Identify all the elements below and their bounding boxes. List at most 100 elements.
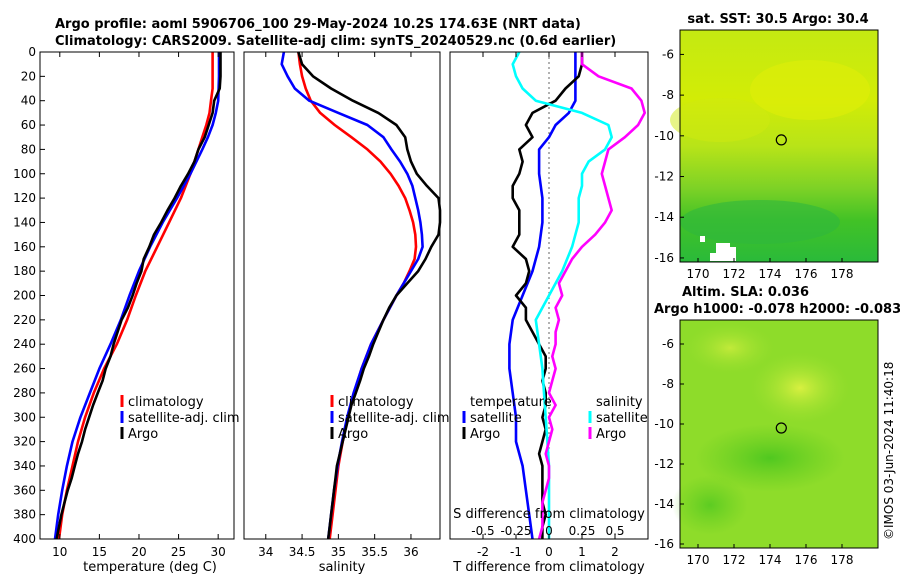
depth-tick-label: 360 (13, 483, 36, 497)
sla-latitude-ticks: -6 -8 -10 -12 -14 -16 (654, 337, 684, 551)
x-tick-label: -2 (477, 545, 489, 559)
x-tick-label: 20 (131, 545, 146, 559)
lon-tick-label: 176 (795, 553, 818, 567)
lat-tick-label: -12 (654, 457, 674, 471)
legend-satellite-clim: satellite-adj. clim (338, 411, 450, 426)
depth-tick-label: 120 (13, 191, 36, 205)
s-tick-label: -0.25 (500, 524, 531, 538)
depth-tick-label: 100 (13, 167, 36, 181)
legend-climatology: climatology (338, 395, 414, 410)
lat-tick-label: -16 (654, 251, 674, 265)
depth-tick-label: 40 (21, 94, 36, 108)
series-line-satellite-adj-clim (280, 51, 424, 540)
legend-climatology: climatology (128, 395, 204, 410)
x-tick-label: 35 (331, 545, 346, 559)
lat-tick-label: -16 (654, 537, 674, 551)
series-line-climatology (297, 51, 418, 540)
lon-tick-label: 178 (831, 267, 854, 281)
legend-s-argo: Argo (596, 427, 626, 442)
t-difference-xlabel: T difference from climatology (452, 560, 645, 575)
series-line-argo (55, 52, 222, 540)
x-tick-label: 34.5 (289, 545, 316, 559)
s-tick-label: -0.5 (471, 524, 494, 538)
salinity-panel: 34 34.5 35 35.5 36 salinity climatology sate… (243, 51, 450, 575)
title-line-2: Climatology: CARS2009. Satellite-adj cli… (55, 34, 616, 49)
temperature-xlabel: temperature (deg C) (83, 560, 217, 575)
lon-tick-label: 172 (723, 553, 746, 567)
argo-location-marker (775, 134, 787, 146)
depth-tick-label: 340 (13, 459, 36, 473)
sla-map-title: Altim. SLA: 0.036 (682, 285, 809, 300)
depth-tick-label: 300 (13, 410, 36, 424)
s-tick-label: 0.5 (605, 524, 624, 538)
depth-tick-label: 220 (13, 313, 36, 327)
lon-tick-label: 174 (759, 553, 782, 567)
sst-map-frame (679, 29, 879, 263)
x-tick-label: 2 (611, 545, 619, 559)
sla-map-frame (679, 319, 879, 549)
x-tick-label: 1 (578, 545, 586, 559)
x-tick-label: 0 (545, 545, 553, 559)
t-difference-ticks: -2 -1 0 1 2 (477, 52, 619, 559)
sla-high-patch (685, 322, 775, 374)
series-line-salinity-satellite (511, 51, 614, 539)
x-tick-label: -1 (510, 545, 522, 559)
legend-s-satellite: satellite (596, 411, 648, 426)
series-line-climatology (57, 52, 214, 540)
sla-map-subtitle: Argo h1000: -0.078 h2000: -0.083 (654, 302, 900, 317)
lon-tick-label: 178 (831, 553, 854, 567)
title-line-1: Argo profile: aoml 5906706_100 29-May-20… (55, 17, 581, 32)
temperature-ticks: 10 15 20 25 30 (52, 52, 226, 559)
legend-t-argo: Argo (470, 427, 500, 442)
sst-longitude-ticks: 170 172 174 176 178 (687, 258, 854, 281)
sst-map-title: sat. SST: 30.5 Argo: 30.4 (687, 12, 868, 27)
s-difference-ticks: -0.5 -0.25 0 0.25 0.5 (471, 524, 624, 538)
sst-missing-data (700, 236, 736, 261)
lat-tick-label: -14 (654, 210, 674, 224)
lat-tick-label: -10 (654, 417, 674, 431)
depth-tick-label: 180 (13, 264, 36, 278)
argo-location-marker (775, 422, 787, 434)
depth-tick-label: 260 (13, 362, 36, 376)
salinity-ticks: 34 34.5 35 35.5 36 (258, 52, 419, 559)
depth-ticks: 0 20 40 60 80 100 120 140 160 180 200 220 240 260 280 3… (13, 45, 45, 546)
lat-tick-label: -6 (662, 47, 674, 61)
difference-series (508, 51, 647, 540)
x-tick-label: 35.5 (361, 545, 388, 559)
series-line-argo (297, 51, 442, 540)
temperature-panel: 0 20 40 60 80 100 120 140 160 180 200 220 240 260 280 3… (13, 45, 240, 575)
lon-tick-label: 172 (723, 267, 746, 281)
lon-tick-label: 170 (687, 553, 710, 567)
sla-low-patch (672, 475, 748, 535)
difference-panel: -2 -1 0 1 2 T difference from climatology S … (449, 51, 649, 575)
lat-tick-label: -8 (662, 88, 674, 102)
salinity-frame (243, 51, 441, 540)
sst-warm-patch (670, 98, 770, 142)
depth-tick-label: 140 (13, 215, 36, 229)
sla-map: Altim. SLA: 0.036 Argo h1000: -0.078 h20… (654, 285, 900, 567)
x-tick-label: 10 (52, 545, 67, 559)
series-line-satellite-adj-clim (53, 52, 221, 540)
x-tick-label: 36 (403, 545, 418, 559)
sst-map: sat. SST: 30.5 Argo: 30.4 -6-8-10-12-14-… (654, 12, 879, 281)
legend-t-satellite: satellite (470, 411, 522, 426)
depth-tick-label: 160 (13, 240, 36, 254)
sst-latitude-ticks: -6 -8 -10 -12 -14 -16 (654, 47, 684, 265)
legend-argo: Argo (128, 427, 158, 442)
sla-high-patch (750, 352, 850, 424)
lon-tick-label: 170 (687, 267, 710, 281)
difference-legend: temperature satellite Argo salinity sate… (462, 395, 648, 442)
depth-tick-label: 280 (13, 386, 36, 400)
lat-tick-label: -6 (662, 337, 674, 351)
legend-temperature-heading: temperature (470, 395, 552, 410)
lon-tick-label: 174 (759, 267, 782, 281)
legend-satellite-clim: satellite-adj. clim (128, 411, 240, 426)
series-line-temperature-argo (511, 52, 584, 539)
x-tick-label: 30 (211, 545, 226, 559)
salinity-legend: climatology satellite-adj. clim Argo (330, 395, 450, 442)
depth-tick-label: 200 (13, 289, 36, 303)
x-tick-label: 15 (92, 545, 107, 559)
depth-tick-label: 380 (13, 508, 36, 522)
series-line-salinity-argo (537, 52, 647, 540)
depth-tick-label: 320 (13, 435, 36, 449)
